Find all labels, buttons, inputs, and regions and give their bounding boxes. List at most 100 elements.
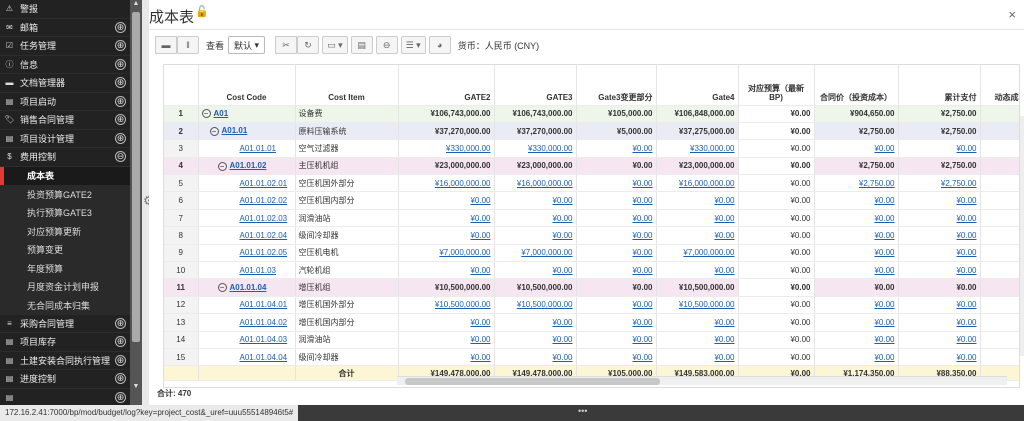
amount-cell[interactable]: ¥0.00 [898,226,981,245]
amount-value[interactable]: ¥0.00 [632,213,653,223]
amount-value[interactable]: ¥0.00 [470,265,491,275]
amount-cell[interactable]: ¥0.00 [576,261,657,280]
amount-value[interactable]: ¥0.00 [714,317,735,327]
amount-cell[interactable]: ¥0.00 [398,313,495,332]
cost-code-link[interactable]: A01.01.04.03 [239,335,288,345]
cost-code-link[interactable]: A01.01.02.04 [239,230,288,240]
amount-cell[interactable]: ¥0.00 [656,261,739,280]
cost-code-link[interactable]: A01.01.04 [229,282,267,292]
expand-toggle-icon[interactable]: ⊕ [115,77,126,88]
amount-cell[interactable]: ¥16,000,000.00 [398,174,495,193]
amount-value[interactable]: ¥0.00 [552,196,573,206]
amount-cell[interactable]: ¥0.00 [576,244,657,263]
sidebar-item[interactable]: ▤ 进度控制 ⊕ [0,370,130,389]
cost-code-link[interactable]: A01.01.04.01 [239,300,288,310]
amount-cell[interactable]: ¥0.00 [656,313,739,332]
sidebar-item[interactable]: ▬ 文档管理器 ⊕ [0,74,130,93]
horizontal-scroll-thumb[interactable] [405,378,660,385]
sidebar-subitem[interactable]: 月度资金计划申报 [0,277,130,296]
collapse-toggle-icon[interactable]: − [201,109,211,119]
amount-cell[interactable]: ¥0.00 [898,209,981,228]
amount-value[interactable]: ¥0.00 [632,178,653,188]
collapse-toggle-icon[interactable]: − [217,161,227,171]
cost-code-link[interactable]: A01.01.03 [239,265,276,275]
amount-value[interactable]: ¥0.00 [956,265,977,275]
amount-value[interactable]: ¥0.00 [956,317,977,327]
amount-value[interactable]: ¥0.00 [632,335,653,345]
tools-button[interactable]: ✂ [275,36,298,54]
amount-cell[interactable]: ¥0.00 [898,348,981,367]
close-icon[interactable]: × [1008,7,1016,22]
amount-cell[interactable]: ¥0.00 [898,244,981,263]
amount-value[interactable]: ¥0.00 [714,213,735,223]
expand-toggle-icon[interactable]: ⊕ [115,40,126,51]
table-row[interactable]: 10 A01.01.03 汽轮机组 ¥0.00 ¥0.00 ¥0.00 ¥0.00 ¥0.00… [164,261,1019,280]
amount-value[interactable]: ¥0.00 [552,213,573,223]
amount-value[interactable]: ¥0.00 [874,300,895,310]
amount-cell[interactable]: ¥330,000.00 [656,139,739,158]
amount-cell[interactable]: ¥7,000,000.00 [398,244,495,263]
amount-cell[interactable]: ¥0.00 [656,226,739,245]
amount-value[interactable]: ¥330,000.00 [690,143,735,153]
amount-cell[interactable]: ¥0.00 [814,261,899,280]
amount-cell[interactable]: ¥330,000.00 [398,139,495,158]
amount-value[interactable]: ¥0.00 [470,196,491,206]
table-row[interactable]: 3 A01.01.01 空气过滤器 ¥330,000.00 ¥330,000.00 ¥0.… [164,139,1019,158]
table-row[interactable]: 12 A01.01.04.01 增压机国外部分 ¥10,500,000.00 ¥10,5… [164,296,1019,315]
collapse-toggle-icon[interactable]: − [209,126,219,136]
amount-cell[interactable]: ¥0.00 [494,226,577,245]
amount-cell[interactable]: ¥10,500,000.00 [656,296,739,315]
amount-value[interactable]: ¥0.00 [552,317,573,327]
table-row[interactable]: 14 A01.01.04.03 润滑油站 ¥0.00 ¥0.00 ¥0.00 ¥0.00 ¥0… [164,331,1019,349]
amount-cell[interactable]: ¥0.00 [494,191,577,210]
amount-cell[interactable]: ¥0.00 [814,209,899,228]
more-dots-icon[interactable]: ••• [578,406,588,416]
sidebar-item[interactable]: ☑ 任务管理 ⊕ [0,37,130,56]
table-row[interactable]: 11− A01.01.04 增压机组 ¥10,500,000.00 ¥10,500,00… [164,278,1019,297]
table-row[interactable]: 13 A01.01.04.02 增压机国内部分 ¥0.00 ¥0.00 ¥0.00 ¥0.0… [164,313,1019,332]
cost-code-cell[interactable]: A01.01.02.01 [198,174,296,193]
amount-value[interactable]: ¥10,500,000.00 [516,300,573,310]
amount-cell[interactable]: ¥2,7 [980,174,1019,193]
print-button[interactable]: ▭ ▾ [322,36,348,54]
sidebar-item[interactable]: ✉ 邮箱 ⊕ [0,19,130,37]
amount-value[interactable]: ¥0.00 [714,335,735,345]
amount-cell[interactable]: ¥0.00 [898,331,981,349]
palette-icon[interactable]: ◕ [428,36,451,54]
scroll-down-icon[interactable]: ▼ [132,383,140,390]
amount-value[interactable]: ¥0.00 [874,248,895,258]
amount-value[interactable]: ¥0.00 [632,143,653,153]
amount-value[interactable]: ¥0.00 [632,196,653,206]
amount-cell[interactable]: ¥16,000,000.00 [494,174,577,193]
amount-value[interactable]: ¥0.00 [632,230,653,240]
amount-value[interactable]: ¥2,750.00 [940,178,977,188]
table-row[interactable]: 6 A01.01.02.02 空压机国内部分 ¥0.00 ¥0.00 ¥0.00 ¥0.00… [164,191,1019,210]
amount-value[interactable]: ¥0.00 [874,352,895,362]
table-row[interactable]: 5 A01.01.02.01 空压机国外部分 ¥16,000,000.00 ¥16,00… [164,174,1019,193]
cost-code-cell[interactable]: − A01 [198,105,296,123]
amount-cell[interactable]: ¥0.00 [898,296,981,315]
amount-cell[interactable]: ¥0.00 [656,209,739,228]
sidebar-item[interactable]: ▤ ⊕ [0,389,130,406]
amount-value[interactable]: ¥0.00 [632,352,653,362]
amount-cell[interactable]: ¥0 [980,209,1019,228]
amount-value[interactable]: ¥0.00 [632,265,653,275]
amount-value[interactable]: ¥10,500,000.00 [434,300,491,310]
sidebar-item[interactable]: 🏷 销售合同管理 ⊕ [0,111,130,130]
sidebar-subitem[interactable]: 成本表 [0,166,130,185]
cost-code-cell[interactable]: A01.01.02.05 [198,244,296,263]
amount-cell[interactable]: ¥0.00 [494,331,577,349]
amount-cell[interactable]: ¥0.00 [898,313,981,332]
amount-value[interactable]: ¥0.00 [632,248,653,258]
cost-code-cell[interactable]: A01.01.04.03 [198,331,296,349]
refresh-icon[interactable]: ↻ [297,36,320,54]
amount-cell[interactable]: ¥0.00 [494,209,577,228]
cost-code-cell[interactable]: A01.01.02.03 [198,209,296,228]
amount-value[interactable]: ¥7,000,000.00 [683,248,735,258]
expand-toggle-icon[interactable]: ⊕ [115,317,126,329]
amount-cell[interactable]: ¥0.00 [576,313,657,332]
amount-value[interactable]: ¥0.00 [874,317,895,327]
cost-code-cell[interactable]: A01.01.02.04 [198,226,296,245]
expand-toggle-icon[interactable]: ⊕ [115,373,126,384]
amount-value[interactable]: ¥0.00 [874,213,895,223]
